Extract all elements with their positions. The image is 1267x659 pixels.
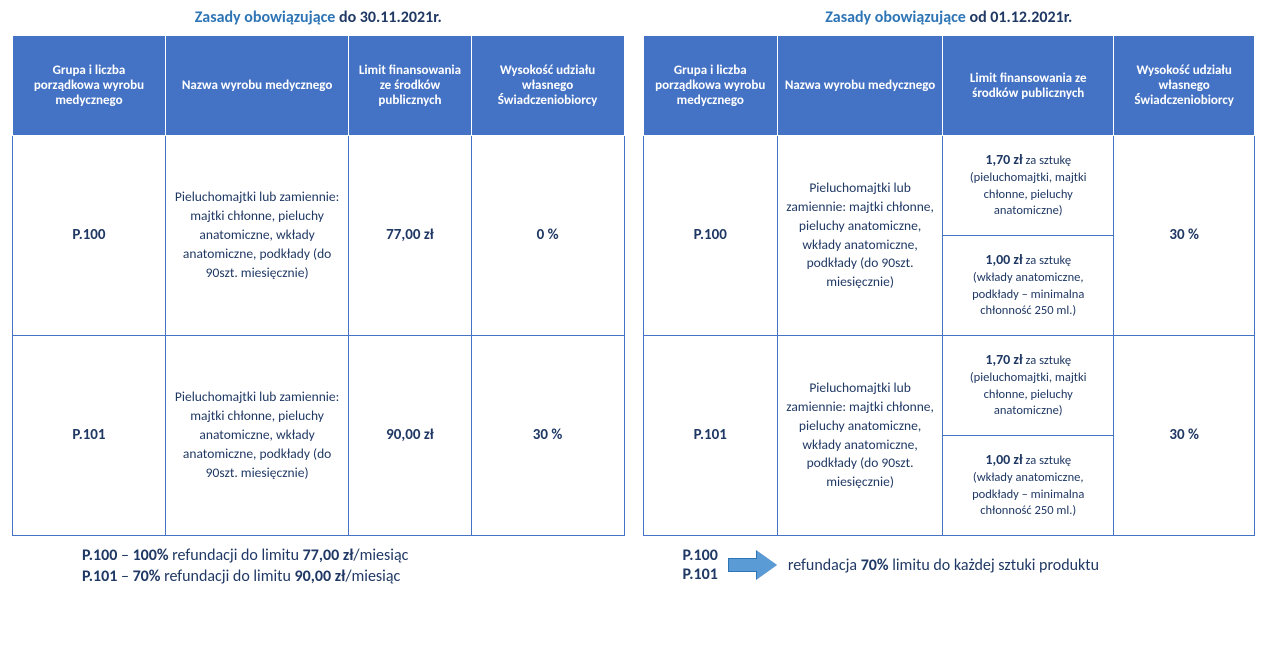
footer-code-2: P.101 [683, 565, 718, 584]
table-row: P.100 Pieluchomajtki lub zamiennie: majt… [643, 136, 1255, 236]
table-row: P.101 Pieluchomajtki lub zamiennie: majt… [13, 336, 625, 536]
title-date: do 30.11.2021r. [339, 8, 442, 27]
panel-after: Zasady obowiązujące od 01.12.2021r. Grup… [643, 8, 1256, 588]
cell-limit-a: 1,70 zł za sztukę(pieluchomajtki, majtki… [943, 136, 1114, 236]
footer-code: P.101 [82, 567, 117, 586]
footer-code: P.100 [82, 546, 117, 565]
cell-limit-b: 1,00 zł za sztukę(wkłady anatomiczne, po… [943, 436, 1114, 536]
th-limit: Limit finansowania ze środków publicznyc… [349, 36, 471, 136]
cell-code: P.100 [13, 136, 166, 336]
cell-limit: 77,00 zł [349, 136, 471, 336]
cell-share: 30 % [1114, 136, 1255, 336]
footer-line-1: P.100 – 100% refundacji do limitu 77,00 … [82, 546, 625, 565]
cell-desc: Pieluchomajtki lub zamiennie: majtki chł… [165, 136, 348, 336]
arrow-icon [728, 553, 778, 577]
title-prefix: Zasady obowiązujące [825, 8, 969, 27]
cell-share: 0 % [471, 136, 624, 336]
footer-before: P.100 – 100% refundacji do limitu 77,00 … [12, 546, 625, 586]
cell-code: P.101 [13, 336, 166, 536]
cell-desc: Pieluchomajtki lub zamiennie: majtki chł… [165, 336, 348, 536]
cell-limit-b: 1,00 zł za sztukę(wkłady anatomiczne, po… [943, 236, 1114, 336]
table-after: Grupa i liczba porządkowa wyrobu medyczn… [643, 35, 1256, 536]
th-name: Nazwa wyrobu medycznego [165, 36, 348, 136]
th-share: Wysokość udziału własnego Świadczeniobio… [1114, 36, 1255, 136]
footer-code-1: P.100 [683, 546, 718, 565]
cell-share: 30 % [471, 336, 624, 536]
th-group: Grupa i liczba porządkowa wyrobu medyczn… [643, 36, 778, 136]
table-before: Grupa i liczba porządkowa wyrobu medyczn… [12, 35, 625, 536]
cell-code: P.100 [643, 136, 778, 336]
cell-limit: 90,00 zł [349, 336, 471, 536]
footer-codes: P.100 P.101 [683, 546, 718, 584]
th-group: Grupa i liczba porządkowa wyrobu medyczn… [13, 36, 166, 136]
th-name: Nazwa wyrobu medycznego [778, 36, 943, 136]
table-row: P.101 Pieluchomajtki lub zamiennie: majt… [643, 336, 1255, 436]
footer-text: refundacja 70% limitu do każdej sztuki p… [788, 556, 1099, 575]
table-row: P.100 Pieluchomajtki lub zamiennie: majt… [13, 136, 625, 336]
th-limit: Limit finansowania ze środków publicznyc… [943, 36, 1114, 136]
cell-share: 30 % [1114, 336, 1255, 536]
cell-desc: Pieluchomajtki lub zamiennie: majtki chł… [778, 336, 943, 536]
cell-limit-a: 1,70 zł za sztukę(pieluchomajtki, majtki… [943, 336, 1114, 436]
panel-before: Zasady obowiązujące do 30.11.2021r. Grup… [12, 8, 625, 588]
title-after: Zasady obowiązujące od 01.12.2021r. [643, 8, 1256, 27]
footer-after: P.100 P.101 refundacja 70% limitu do każ… [643, 546, 1256, 584]
footer-line-2: P.101 – 70% refundacji do limitu 90,00 z… [82, 567, 625, 586]
title-prefix: Zasady obowiązujące [195, 8, 339, 27]
th-share: Wysokość udziału własnego Świadczeniobio… [471, 36, 624, 136]
title-before: Zasady obowiązujące do 30.11.2021r. [12, 8, 625, 27]
cell-desc: Pieluchomajtki lub zamiennie: majtki chł… [778, 136, 943, 336]
title-date: od 01.12.2021r. [969, 8, 1072, 27]
cell-code: P.101 [643, 336, 778, 536]
